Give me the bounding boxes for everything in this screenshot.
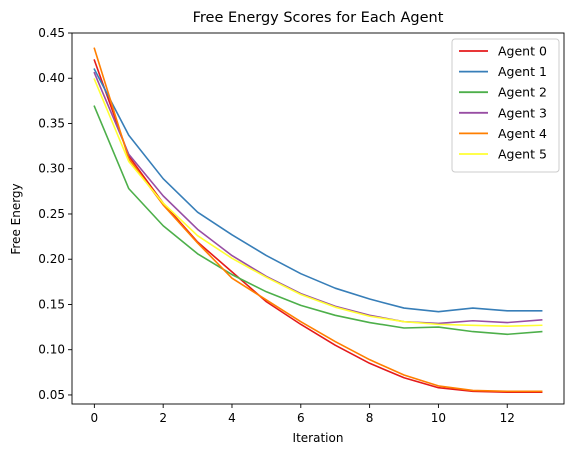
y-tick-label: 0.10	[38, 343, 65, 357]
x-tick-label: 0	[91, 411, 99, 425]
legend-label-agent-3: Agent 3	[498, 105, 547, 120]
y-axis-label: Free Energy	[9, 183, 23, 254]
x-tick-label: 10	[431, 411, 446, 425]
series-line-agent-5	[93, 78, 543, 327]
y-tick-label: 0.05	[38, 388, 65, 402]
chart-title: Free Energy Scores for Each Agent	[193, 10, 444, 26]
legend-label-agent-4: Agent 4	[498, 126, 547, 141]
x-tick-label: 12	[500, 411, 515, 425]
y-tick-label: 0.45	[38, 26, 65, 40]
legend-label-agent-0: Agent 0	[498, 44, 547, 59]
legend-label-agent-2: Agent 2	[498, 85, 547, 100]
y-tick-label: 0.40	[38, 71, 65, 85]
y-tick-label: 0.15	[38, 297, 65, 311]
y-tick-label: 0.30	[38, 162, 65, 176]
x-axis-label: Iteration	[293, 431, 344, 445]
x-tick-label: 6	[297, 411, 305, 425]
y-tick-label: 0.20	[38, 252, 65, 266]
x-tick-label: 8	[366, 411, 374, 425]
y-tick-label: 0.35	[38, 116, 65, 130]
series-line-agent-2	[93, 105, 543, 336]
series-line-agent-3	[93, 71, 543, 325]
y-tick-label: 0.25	[38, 207, 65, 221]
axes-frame	[71, 32, 565, 405]
legend-label-agent-1: Agent 1	[498, 64, 547, 79]
series-line-agent-1	[93, 68, 543, 313]
legend: Agent 0 Agent 1 Agent 2 Agent 3 Agent 4 Agent…	[451, 38, 560, 173]
series-line-agent-4	[93, 47, 543, 393]
x-tick-label: 2	[159, 411, 167, 425]
plot-area: 0 2 4 6 8 10 12 0.05 0.10 0.15 0.20 0.25 0.30 0.35 0.4…	[38, 26, 565, 425]
legend-label-agent-5: Agent 5	[498, 147, 547, 162]
x-tick-label: 4	[228, 411, 236, 425]
